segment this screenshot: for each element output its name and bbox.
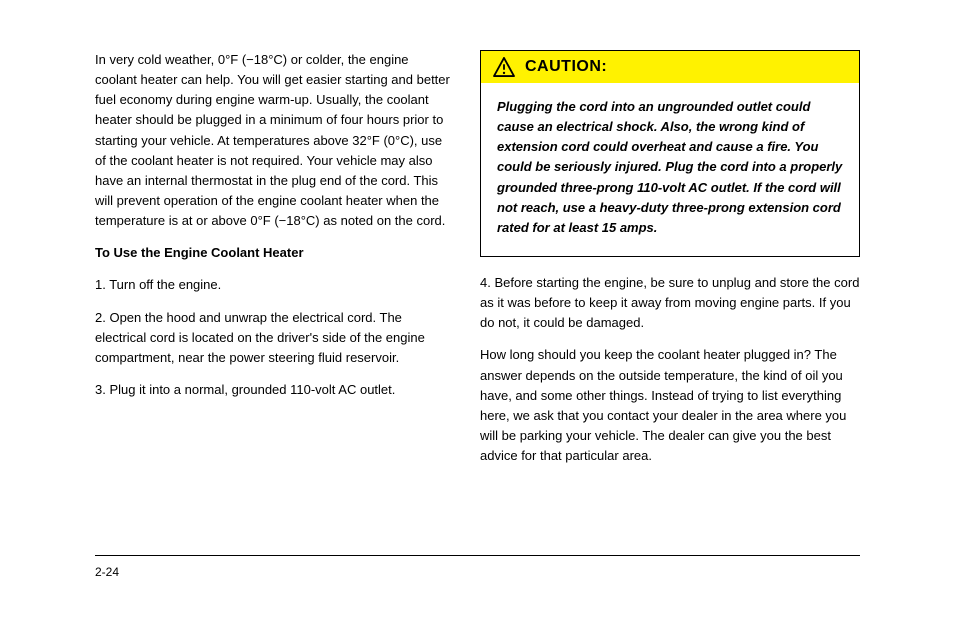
caution-header: CAUTION: <box>481 51 859 83</box>
heading-to-use: To Use the Engine Coolant Heater <box>95 243 450 263</box>
left-column: In very cold weather, 0°F (−18°C) or col… <box>95 50 450 478</box>
below-caution-text: 4. Before starting the engine, be sure t… <box>480 273 860 466</box>
step-1: 1. Turn off the engine. <box>95 275 450 295</box>
caution-body: Plugging the cord into an ungrounded out… <box>481 83 859 256</box>
page-number: 2-24 <box>95 565 119 579</box>
step-2: 2. Open the hood and unwrap the electric… <box>95 308 450 368</box>
manual-page: In very cold weather, 0°F (−18°C) or col… <box>95 50 860 478</box>
caution-box: CAUTION: Plugging the cord into an ungro… <box>480 50 860 257</box>
step-3: 3. Plug it into a normal, grounded 110-v… <box>95 380 450 400</box>
warning-triangle-icon <box>493 57 515 77</box>
caution-text: Plugging the cord into an ungrounded out… <box>497 99 842 235</box>
right-column: CAUTION: Plugging the cord into an ungro… <box>480 50 860 478</box>
step-4: 4. Before starting the engine, be sure t… <box>480 273 860 333</box>
paragraph-intro: In very cold weather, 0°F (−18°C) or col… <box>95 50 450 231</box>
paragraph-advice: How long should you keep the coolant hea… <box>480 345 860 466</box>
footer-rule <box>95 555 860 556</box>
two-column-layout: In very cold weather, 0°F (−18°C) or col… <box>95 50 860 478</box>
caution-label: CAUTION: <box>525 58 607 76</box>
